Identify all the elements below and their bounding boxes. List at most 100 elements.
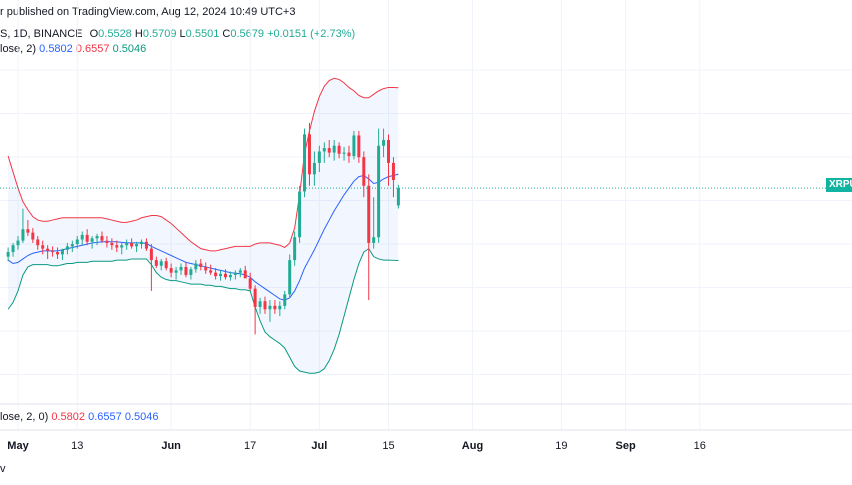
bollinger-pane-upper-value: 0.6557 xyxy=(88,411,122,423)
candle-body xyxy=(391,162,395,181)
candle-body xyxy=(56,252,60,255)
candle-body xyxy=(214,272,218,277)
candle-body xyxy=(36,239,40,246)
bollinger-lower-line xyxy=(7,247,399,374)
bollinger-pane-label: lose, 2, 0) xyxy=(0,411,49,423)
candle-body xyxy=(288,260,292,295)
open-value: 0.5528 xyxy=(98,28,132,40)
candle-body xyxy=(223,273,227,278)
candle-body xyxy=(219,273,223,277)
x-tick-label: 13 xyxy=(71,440,83,452)
candle-body xyxy=(204,266,208,271)
candle-body xyxy=(337,145,341,154)
candle-body xyxy=(258,301,262,307)
footer-text: v xyxy=(0,463,6,475)
candle-body xyxy=(367,185,371,243)
close-value: 0.5679 xyxy=(230,28,264,40)
candle-body xyxy=(248,278,252,289)
candle-body xyxy=(189,269,193,275)
bollinger-basis-value: 0.5802 xyxy=(39,43,73,55)
bollinger-lower-value: 0.5046 xyxy=(112,43,147,55)
change-value: +0.0151 (+2.73%) xyxy=(267,28,356,40)
candle-body xyxy=(85,234,89,242)
candle-body xyxy=(327,148,331,153)
candle-body xyxy=(26,229,30,233)
low-label: L xyxy=(179,28,186,40)
candle-body xyxy=(41,245,45,249)
candle-body xyxy=(342,152,346,154)
high-value: 0.5709 xyxy=(142,28,177,40)
candle-body xyxy=(11,245,15,253)
candle-body xyxy=(144,241,148,249)
candle-body xyxy=(140,241,143,245)
candle-body xyxy=(75,239,79,245)
candle-body xyxy=(307,134,311,175)
candle-body xyxy=(243,270,247,279)
candle-body xyxy=(303,134,307,192)
candle-body xyxy=(293,237,297,261)
candle-body xyxy=(263,301,267,310)
candle-body xyxy=(135,244,139,247)
bollinger-upper-value: 0.6557 xyxy=(75,43,110,55)
x-tick-label: 16 xyxy=(694,440,706,452)
candle-body xyxy=(164,261,168,269)
bollinger-pane-legend: lose, 2, 0) 0.5802 0.6557 0.5046 xyxy=(0,411,158,423)
candle-body xyxy=(105,240,109,243)
close-label: C xyxy=(222,28,231,40)
candle-body xyxy=(115,245,119,248)
candle-body xyxy=(362,157,366,186)
candle-body xyxy=(16,240,20,246)
candle-body xyxy=(125,242,129,246)
candle-body xyxy=(382,140,386,146)
x-tick-label: 17 xyxy=(244,440,256,452)
candle-body xyxy=(130,242,134,247)
candle-body xyxy=(199,263,203,267)
candle-body xyxy=(387,140,390,163)
x-tick-label: Sep xyxy=(616,440,636,452)
candle-body xyxy=(70,244,74,247)
candle-body xyxy=(100,236,104,241)
candle-body xyxy=(228,274,232,278)
x-tick-label: Jul xyxy=(311,440,327,452)
candle-body xyxy=(6,252,10,257)
candle-body xyxy=(194,263,198,270)
high-label: H xyxy=(134,28,143,40)
bollinger-basis-line xyxy=(7,173,399,301)
candle-body xyxy=(90,238,94,242)
candle-body xyxy=(253,288,257,307)
candle-body xyxy=(51,250,55,253)
candle-body xyxy=(268,305,272,310)
ohlc-legend: S, 1D, BINANCE O0.5528 H0.5709 L0.5501 C… xyxy=(0,28,355,40)
candle-body xyxy=(312,162,316,175)
x-tick-label: 19 xyxy=(555,440,567,452)
x-tick-label: May xyxy=(7,440,29,452)
x-tick-label: Jun xyxy=(161,440,181,452)
candle-body xyxy=(120,245,124,248)
candle-body xyxy=(169,268,173,273)
candle-body xyxy=(31,232,35,240)
candle-body xyxy=(347,152,351,157)
x-tick-label: 15 xyxy=(382,440,394,452)
candle-body xyxy=(317,151,321,163)
candle-body xyxy=(154,260,158,266)
x-tick-label: Aug xyxy=(462,440,483,452)
symbol-info: S, 1D, BINANCE xyxy=(0,28,83,40)
candle-body xyxy=(273,305,277,310)
candle-body xyxy=(110,242,114,246)
candle-body xyxy=(179,266,183,271)
candle-body xyxy=(278,305,282,310)
candle-body xyxy=(377,145,381,238)
bollinger-upper-line xyxy=(7,77,399,252)
candle-body xyxy=(95,236,99,239)
candle-body xyxy=(332,145,336,153)
low-value: 0.5501 xyxy=(185,28,220,40)
current-price-label: XRPU xyxy=(826,178,852,192)
candle-body xyxy=(21,229,25,241)
candle-body xyxy=(322,148,326,152)
candle-body xyxy=(80,234,84,240)
candle-body xyxy=(184,266,188,275)
candle-body xyxy=(372,237,376,243)
bollinger-pane-lower-value: 0.5046 xyxy=(124,411,159,423)
bollinger-pane-basis-value: 0.5802 xyxy=(51,411,86,423)
